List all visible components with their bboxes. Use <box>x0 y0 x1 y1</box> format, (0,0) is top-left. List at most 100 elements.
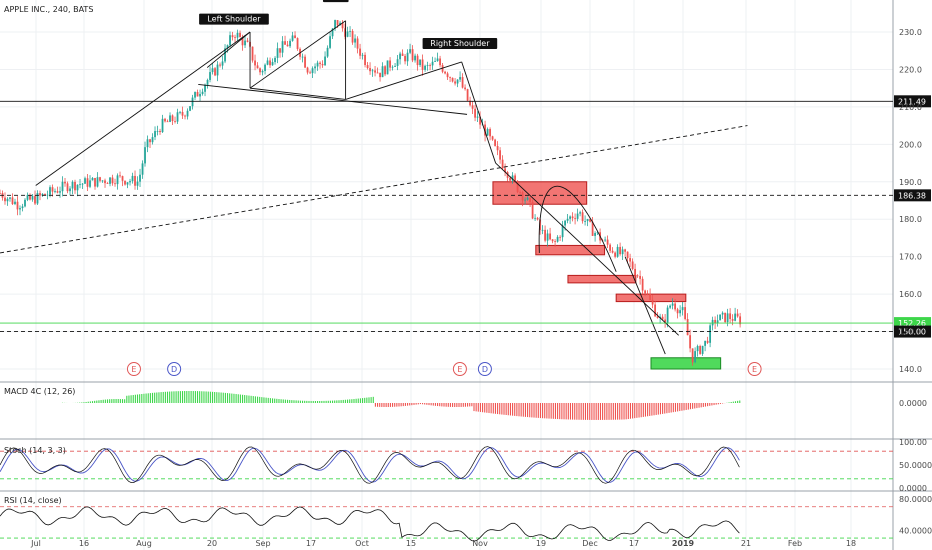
candle-body <box>389 60 391 68</box>
candle-body <box>334 20 336 29</box>
candle-body <box>309 72 311 74</box>
time-tick-label: 20 <box>207 539 217 548</box>
candle-body <box>396 59 399 66</box>
candle-body <box>351 30 354 43</box>
candle-body <box>349 30 351 32</box>
candle-body <box>674 303 677 310</box>
price-label-box <box>894 325 931 338</box>
time-tick-label: 17 <box>306 539 316 548</box>
candle-body <box>21 206 24 209</box>
trend-line <box>345 61 462 100</box>
candle-body <box>644 290 647 294</box>
candle-body <box>281 41 284 53</box>
candle-body <box>261 70 264 73</box>
candle-body <box>471 105 474 109</box>
candle-body <box>541 229 544 231</box>
candle-body <box>191 97 194 107</box>
candle-body <box>56 191 59 193</box>
candle-body <box>576 213 579 219</box>
candle-body <box>619 246 621 255</box>
trend-line <box>624 256 666 355</box>
candle-body <box>221 61 224 66</box>
pattern-label-box <box>199 13 269 25</box>
candle-body <box>66 183 69 192</box>
candle-body <box>134 175 136 186</box>
macd-title: MACD 4C (12, 26) <box>4 387 75 396</box>
candle-body <box>64 181 66 184</box>
candle-body <box>266 60 269 65</box>
candle-body <box>476 116 479 118</box>
candle-body <box>664 319 667 323</box>
price-label: 211.49 <box>898 97 926 106</box>
price-tick-label: 190.0 <box>899 178 922 187</box>
candle-body <box>494 139 496 146</box>
candle-body <box>294 35 296 39</box>
candle-body <box>74 181 76 191</box>
candle-body <box>216 64 219 76</box>
pattern-label: Head <box>325 0 346 1</box>
price-tick-label: 220.0 <box>899 65 922 74</box>
candle-body <box>574 218 576 219</box>
candle-body <box>41 193 44 196</box>
candle-body <box>421 59 424 70</box>
candle-body <box>524 199 526 201</box>
stoch-k-line <box>0 446 740 484</box>
event-badge <box>126 362 141 376</box>
candle-body <box>59 191 61 193</box>
candle-body <box>489 129 491 137</box>
candle-body <box>106 183 109 184</box>
neckline <box>249 87 346 100</box>
candle-body <box>189 106 191 111</box>
candle-body <box>254 60 256 66</box>
candle-body <box>509 177 511 181</box>
candle-body <box>311 68 314 74</box>
candle-body <box>144 147 146 164</box>
candle-body <box>119 175 121 177</box>
price-tick-label: 170.0 <box>899 253 922 262</box>
candle-body <box>276 48 279 58</box>
candle-body <box>596 232 599 234</box>
event-badge <box>167 362 182 376</box>
candle-body <box>449 77 451 78</box>
candle-body <box>166 121 169 123</box>
candle-body <box>264 64 266 71</box>
price-tick-label: 230.0 <box>899 28 922 37</box>
candle-body <box>101 180 104 182</box>
candle-body <box>116 175 119 185</box>
candle-body <box>296 38 299 49</box>
candle-body <box>491 136 494 140</box>
event-badge <box>477 362 492 376</box>
candle-body <box>616 246 619 257</box>
candle-body <box>69 188 71 192</box>
candle-body <box>104 180 106 184</box>
candle-body <box>571 216 574 219</box>
candle-body <box>641 278 644 291</box>
time-tick-label: 15 <box>406 539 416 548</box>
price-tick-label: 140.0 <box>899 365 922 374</box>
candle-body <box>671 303 674 306</box>
candle-body <box>544 229 546 241</box>
candle-body <box>61 181 64 192</box>
candle-body <box>91 177 94 181</box>
candle-body <box>506 172 509 178</box>
time-tick-label: Dec <box>582 539 597 548</box>
candle-body <box>686 319 689 336</box>
candle-body <box>561 225 564 238</box>
stoch-tick-label: 100.00 <box>899 438 927 447</box>
stoch-tick-label: 0.0000 <box>899 484 927 493</box>
candle-body <box>109 177 111 184</box>
candle-body <box>689 335 692 349</box>
candle-body <box>301 56 304 58</box>
candle-body <box>129 181 131 183</box>
candle-body <box>286 44 289 47</box>
candle-body <box>426 65 429 66</box>
candle-body <box>654 304 657 317</box>
candle-body <box>429 65 431 66</box>
pattern-annotations: Left Shoulder Head Right Shoulder <box>199 0 498 49</box>
candle-body <box>484 124 486 136</box>
candle-body <box>416 55 419 66</box>
candle-body <box>569 216 571 219</box>
candle-body <box>9 197 11 199</box>
